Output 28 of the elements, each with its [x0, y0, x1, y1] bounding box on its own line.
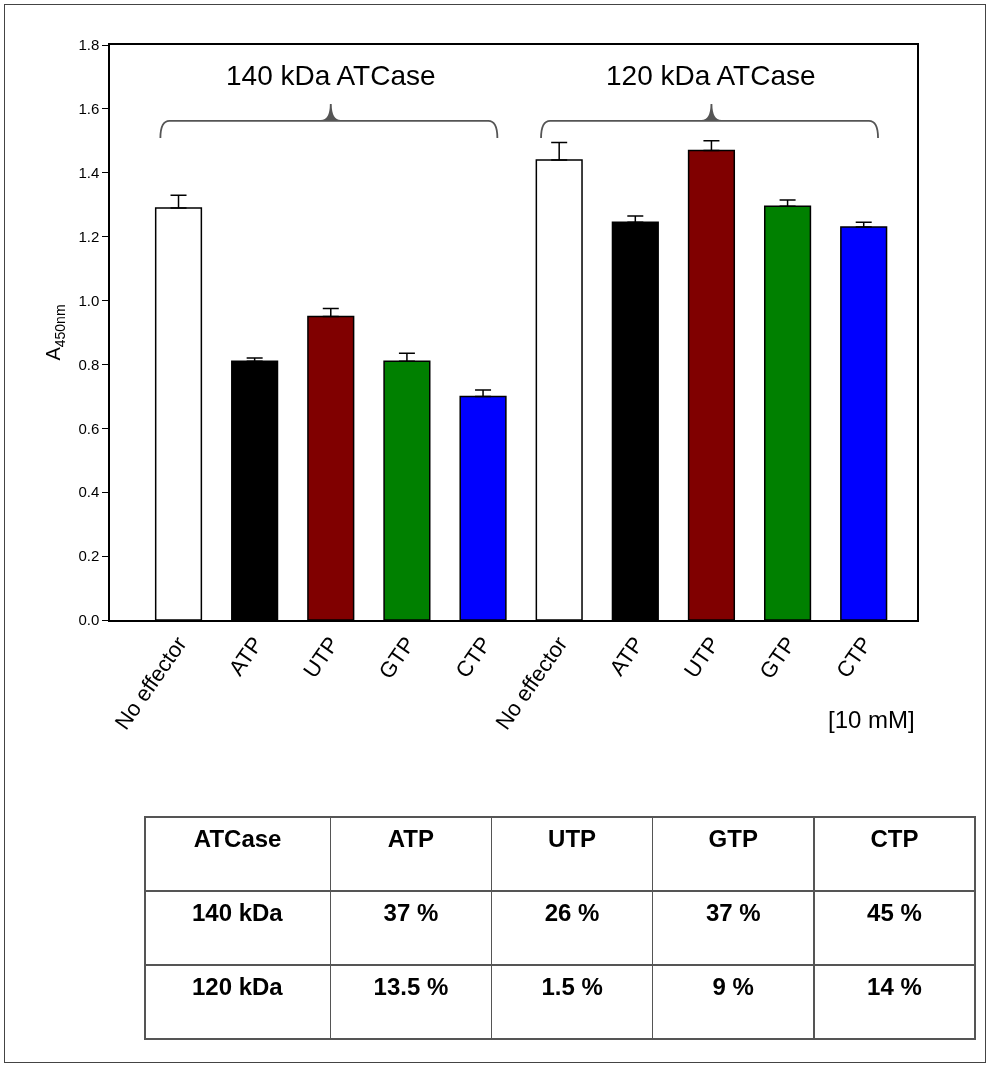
y-tick-label: 0.0: [78, 611, 100, 629]
data-label: 14 %: [867, 973, 922, 1000]
annotation: 120 kDa ATCase: [606, 60, 816, 91]
y-tick-label: 1.6: [78, 100, 100, 118]
data-label: 9 %: [712, 973, 754, 1000]
data-label: 13.5 %: [373, 973, 449, 1000]
y-tick-label: 0.2: [78, 547, 100, 565]
y-tick-label: 1.4: [78, 164, 100, 182]
y-tick-label: 0.8: [78, 355, 100, 373]
data-label: 45 %: [867, 899, 922, 926]
y-tick-label: 1.2: [78, 227, 100, 245]
data-label: 1.5 %: [541, 973, 603, 1000]
legend-title: ATCase: [193, 825, 282, 852]
annotation: 140 kDa ATCase: [226, 60, 436, 91]
text: [10 mM]: [828, 706, 915, 733]
y-tick-label: 0.6: [78, 419, 100, 437]
category-label: CTP: [870, 825, 919, 852]
series-label: 120 kDa: [191, 973, 284, 1000]
y-tick-label: 1.0: [78, 291, 100, 309]
data-label: 37 %: [705, 899, 761, 926]
data-label: 37 %: [383, 899, 439, 926]
y-tick-label: 1.8: [78, 36, 100, 54]
text: 140 kDa: [191, 899, 284, 926]
y-tick-label: 0.4: [78, 483, 100, 501]
category-label: GTP: [708, 825, 758, 852]
category-label: ATP: [387, 825, 435, 852]
category-label: UTP: [548, 825, 597, 852]
data-label: 26 %: [544, 899, 600, 926]
